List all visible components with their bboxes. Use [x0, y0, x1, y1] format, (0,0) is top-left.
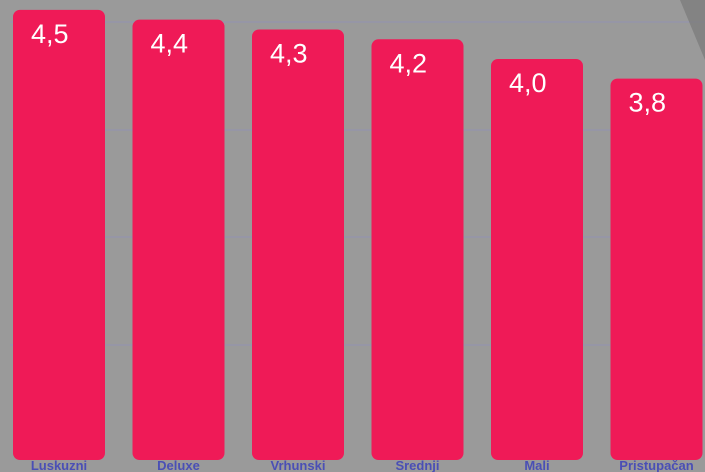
category-label-srednji: Srednji	[395, 458, 439, 472]
bars	[13, 9, 703, 461]
category-label-deluxe: Deluxe	[157, 458, 200, 472]
value-labels: 4,5 4,4 4,3 4,2 4,0 3,8	[31, 19, 666, 118]
value-label-mali: 4,0	[509, 68, 547, 98]
category-labels: Luskuzni Deluxe Vrhunski Srednji Mali Pristup…	[31, 458, 694, 472]
category-label-pristupačan: Pristupačan	[619, 458, 693, 472]
value-label-vrhunski: 4,3	[270, 38, 308, 68]
value-label-deluxe: 4,4	[151, 29, 189, 59]
bar-deluxe	[132, 19, 225, 461]
corner-shade	[680, 0, 705, 60]
grid-lines	[10, 21, 705, 346]
bar-luskuzni	[13, 9, 105, 461]
value-label-luskuzni: 4,5	[31, 19, 69, 49]
bar-vrhunski	[252, 29, 344, 460]
bar-srednji	[371, 39, 464, 460]
value-label-pristupačan: 3,8	[629, 88, 667, 118]
category-label-vrhunski: Vrhunski	[271, 458, 326, 472]
category-label-luskuzni: Luskuzni	[31, 458, 87, 472]
bar-pristupačan	[610, 78, 703, 460]
category-label-mali: Mali	[524, 458, 549, 472]
value-label-srednji: 4,2	[390, 48, 428, 78]
bar-mali	[491, 58, 583, 461]
